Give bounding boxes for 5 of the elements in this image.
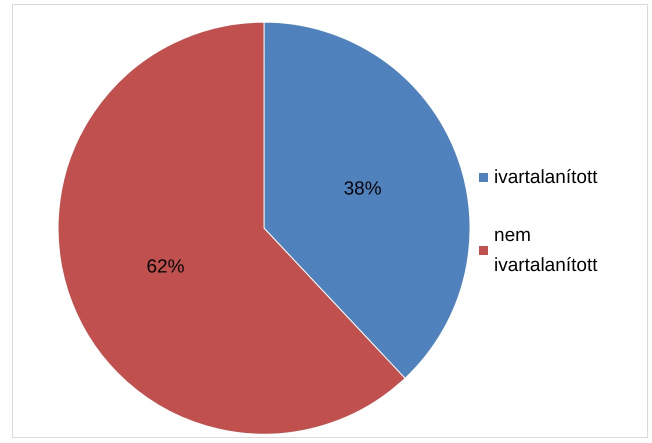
data-label: 38% xyxy=(344,178,382,200)
slice-label: ivartalanított xyxy=(494,255,598,276)
category-label: nem xyxy=(494,225,531,246)
data-label: 62% xyxy=(146,256,185,278)
legend-label: ivartalanított xyxy=(494,167,598,188)
